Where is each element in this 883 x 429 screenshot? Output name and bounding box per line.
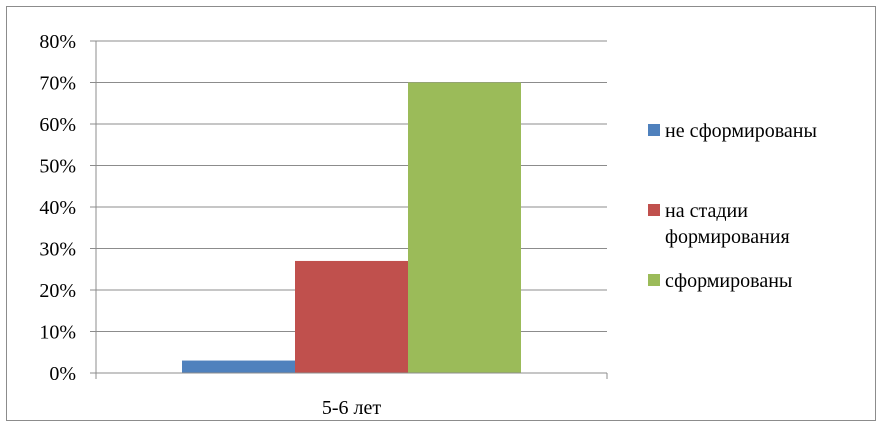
- gridlines: [96, 40, 607, 332]
- legend-label-forming: на стадии формирования: [665, 200, 790, 248]
- y-tick-label: 20%: [39, 280, 76, 302]
- y-tick-label: 70%: [39, 73, 76, 95]
- y-tick-label: 0%: [49, 363, 76, 385]
- y-tick-label: 60%: [39, 114, 76, 136]
- legend-swatch-formed: [648, 274, 660, 286]
- bar-0: [182, 360, 295, 373]
- x-axis-labels: 5-6 лет: [322, 397, 382, 419]
- legend-item-formed: сформированы: [648, 268, 876, 294]
- x-category-label: 5-6 лет: [322, 397, 382, 419]
- y-axis-ticks: 0% 10% 20% 30% 40% 50% 60% 70% 80%: [39, 31, 96, 385]
- y-tick-label: 50%: [39, 156, 76, 178]
- y-tick-label: 40%: [39, 197, 76, 219]
- y-tick-label: 80%: [39, 31, 76, 53]
- y-tick-label: 30%: [39, 239, 76, 261]
- bar-2: [408, 82, 521, 373]
- y-tick-label: 10%: [39, 322, 76, 344]
- legend-swatch-forming: [648, 204, 660, 216]
- legend-item-forming: на стадии формирования: [648, 198, 876, 250]
- legend-label-not-formed: не сформированы: [665, 120, 817, 142]
- bars: [182, 82, 521, 373]
- legend-swatch-not-formed: [648, 124, 660, 136]
- legend-label-formed: сформированы: [665, 270, 793, 292]
- legend-item-not-formed: не сформированы: [648, 118, 876, 144]
- bar-1: [295, 260, 408, 373]
